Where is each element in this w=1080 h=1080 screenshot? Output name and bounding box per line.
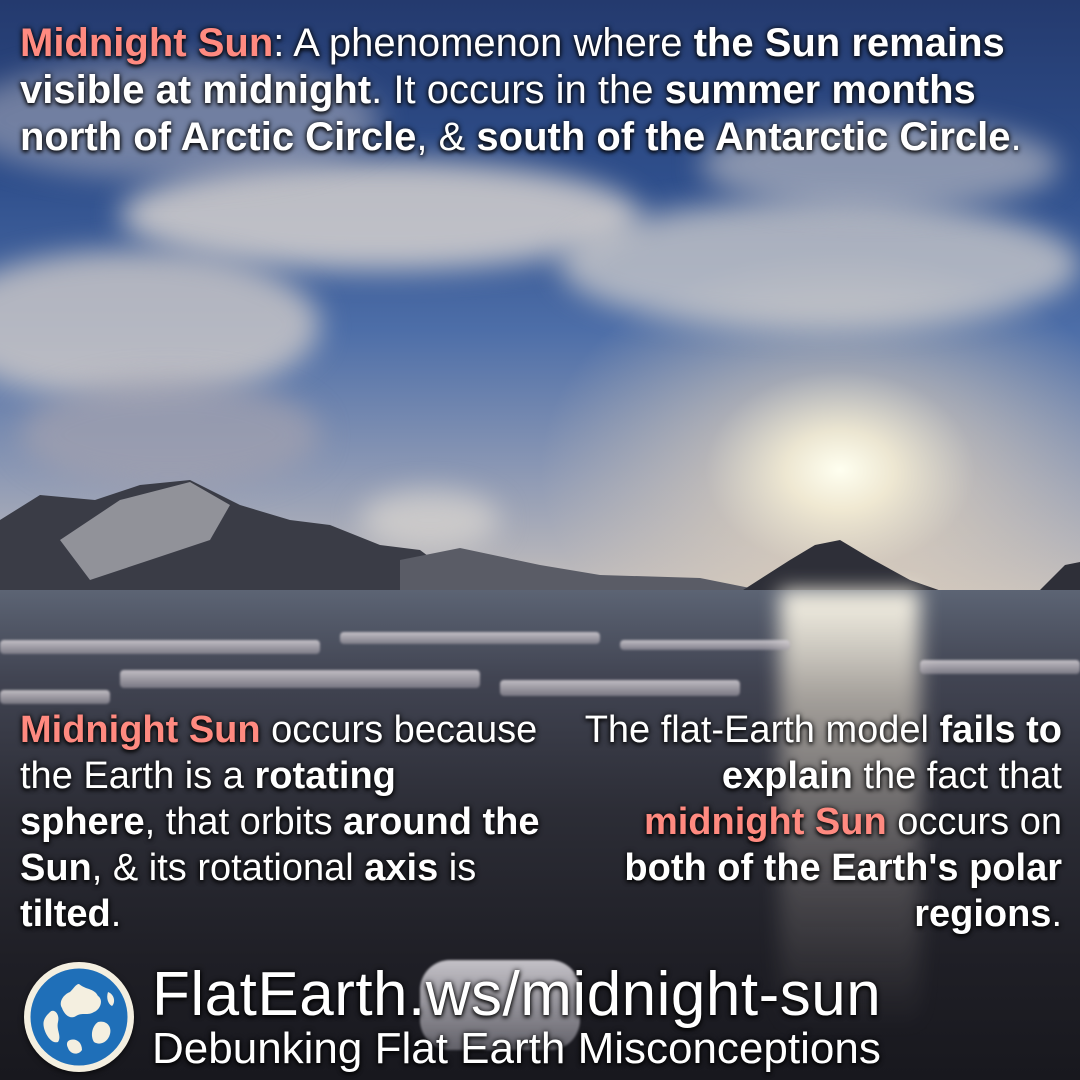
ice-floe (920, 660, 1080, 674)
top-caption-title: Midnight Sun (20, 21, 274, 65)
ice-floe (420, 960, 580, 1050)
right-caption-highlight: midnight Sun (643, 801, 887, 843)
top-caption: Midnight Sun: A phenomenon where the Sun… (20, 20, 1065, 161)
cloud (700, 120, 1060, 210)
left-caption-text: is (438, 847, 477, 889)
mountain-range (0, 480, 1080, 600)
cloud (560, 200, 1080, 330)
top-caption-text: , & (416, 115, 477, 159)
cloud (0, 250, 320, 400)
top-caption-text: . (1010, 115, 1022, 159)
right-caption-text: . (1051, 893, 1062, 935)
ice-floe (340, 632, 600, 644)
left-caption-text: . (110, 893, 122, 935)
ice-floe (0, 690, 110, 704)
top-caption-text: : A phenomenon where (273, 21, 694, 65)
globe-map-icon (27, 965, 131, 1069)
left-caption-bold: rotating sphere (20, 755, 396, 843)
left-caption-bold: around the Sun (20, 801, 540, 889)
top-caption-bold: the Sun remains visible at midnight (20, 21, 1005, 112)
ice-floe (620, 640, 790, 650)
right-caption: The flat-Earth model fails to explain th… (582, 707, 1062, 937)
cloud (20, 380, 320, 490)
left-caption-text: , & its rotational (91, 847, 365, 889)
ice-floe (120, 670, 480, 688)
left-caption-bold: axis (364, 847, 439, 889)
right-caption-text: the fact that (852, 755, 1062, 797)
cloud (120, 160, 640, 270)
top-caption-bold: south of the Antarctic Circle (476, 115, 1011, 159)
left-caption-bold: tilted (20, 893, 111, 935)
right-caption-text: The flat-Earth model (584, 709, 940, 751)
flat-earth-globe-icon[interactable] (24, 962, 134, 1072)
site-tagline: Debunking Flat Earth Misconceptions (152, 1024, 881, 1073)
right-caption-bold: fails to explain (721, 709, 1062, 797)
left-caption-title: Midnight Sun (20, 709, 261, 751)
left-caption-text: occurs because the Earth is a (20, 709, 538, 797)
left-caption-text: , that orbits (144, 801, 344, 843)
ice-floe (0, 640, 320, 654)
ice-floe (500, 680, 740, 696)
left-caption: Midnight Sun occurs because the Earth is… (20, 707, 540, 937)
site-url[interactable]: FlatEarth.ws/midnight-sun (152, 960, 882, 1029)
right-caption-bold: both of the Earth's polar regions (624, 847, 1062, 935)
top-caption-bold: summer months north of Arctic Circle (20, 68, 976, 159)
sun-reflection (780, 590, 920, 1030)
cloud (360, 490, 500, 550)
top-caption-text: . It occurs in the (371, 68, 665, 112)
right-caption-text: occurs on (886, 801, 1062, 843)
cloud (0, 60, 380, 180)
